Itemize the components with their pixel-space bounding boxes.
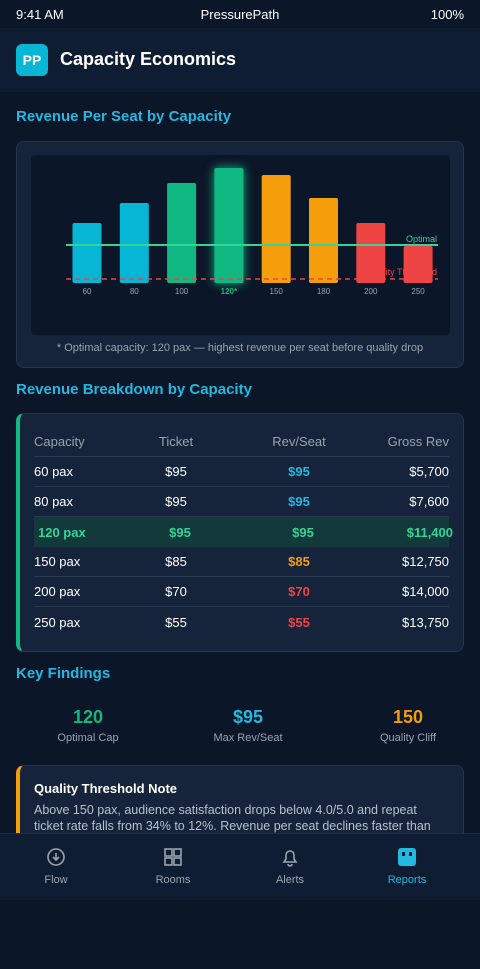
cell: 250 pax	[34, 614, 81, 630]
app-name: PressurePath	[200, 7, 280, 22]
cell: $55	[165, 614, 187, 630]
note-text: Above 150 pax, audience satisfaction dro…	[34, 803, 431, 833]
cell: $95	[288, 494, 310, 509]
chart: Quality Threshold 60 80 100 120* 150 180 200 250…	[31, 155, 450, 335]
stat: 150 Quality Cliff	[328, 707, 480, 744]
x-tick-label: 250	[411, 287, 425, 296]
cell: $95	[165, 494, 187, 509]
nav-label: Rooms	[155, 874, 191, 886]
nav-icon	[282, 850, 298, 867]
nav-label: Reports	[387, 874, 427, 886]
table-title: Revenue Breakdown by Capacity	[16, 381, 252, 398]
nav-label: Flow	[44, 874, 68, 886]
status-bar: 9:41 AM PressurePath 100%	[0, 0, 480, 28]
x-tick-label: 80	[130, 287, 139, 296]
cell: $95	[292, 524, 314, 540]
x-tick-label: 200	[364, 287, 378, 296]
stat-label: Quality Cliff	[379, 732, 437, 744]
bottom-nav: Flow Rooms Alerts Reports	[0, 833, 480, 900]
stat: 120 Optimal Cap	[8, 707, 168, 744]
column-header: Ticket	[158, 434, 194, 449]
column-header: Rev/Seat	[272, 434, 326, 449]
table-row: 200 pax $70 $70 $14,000	[34, 577, 449, 607]
bar	[119, 203, 149, 283]
table-row: 250 pax $55 $55 $13,750	[34, 607, 449, 637]
cell: 200 pax	[34, 584, 81, 599]
cell: $70	[165, 584, 187, 599]
cell: 60 pax	[34, 464, 74, 479]
cell: $14,000	[402, 584, 449, 599]
nav-item[interactable]: Rooms	[115, 834, 231, 901]
stat-value: 150	[392, 707, 424, 727]
cell: $85	[288, 554, 310, 569]
cell: 80 pax	[34, 494, 74, 509]
stat-value: 120	[72, 707, 104, 727]
cell: $11,400	[406, 524, 453, 540]
chart-title: Revenue Per Seat by Capacity	[16, 108, 232, 125]
table-row: 150 pax $85 $85 $12,750	[34, 547, 449, 577]
cell: $55	[288, 614, 310, 630]
time: 9:41 AM	[16, 7, 64, 22]
chart-card: Quality Threshold 60 80 100 120* 150 180 200 250…	[16, 141, 464, 368]
stat-label: Optimal Cap	[57, 732, 119, 744]
nav-icon	[398, 848, 416, 866]
nav-item[interactable]: Flow	[0, 834, 114, 901]
cell: $13,750	[402, 614, 449, 630]
table-row: 60 pax $95 $95 $5,700	[34, 457, 449, 487]
battery: 100%	[430, 7, 464, 22]
x-tick-label: 120*	[221, 287, 238, 296]
cell: $12,750	[402, 554, 449, 569]
stat-label: Max Rev/Seat	[213, 732, 283, 744]
ref-label: Optimal	[406, 234, 437, 244]
cell: $95	[288, 464, 310, 479]
header: PP Capacity Economics	[0, 28, 480, 92]
nav-label: Alerts	[275, 874, 305, 886]
nav-item[interactable]: Reports	[349, 834, 465, 901]
column-header: Gross Rev	[387, 434, 449, 449]
ref-label: Quality Threshold	[367, 267, 437, 277]
bar	[309, 198, 338, 283]
findings-title: Key Findings	[16, 665, 111, 682]
bar	[356, 223, 386, 283]
x-tick-label: 180	[317, 287, 331, 296]
table-row: 80 pax $95 $95 $7,600	[34, 487, 449, 517]
cell: $95	[165, 464, 187, 479]
cell: 120 pax	[38, 524, 86, 540]
page-title: Capacity Economics	[60, 49, 237, 69]
x-tick-label: 150	[270, 287, 284, 296]
nav-item[interactable]: Alerts	[232, 834, 348, 901]
cell: 150 pax	[34, 554, 81, 569]
bar	[403, 246, 433, 283]
table-header: Capacity Ticket Rev/Seat Gross Rev	[34, 427, 449, 457]
bar	[214, 168, 244, 283]
logo: PP	[16, 44, 48, 76]
bar	[72, 223, 102, 283]
cell: $5,700	[409, 464, 449, 479]
cell: $95	[169, 524, 191, 540]
nav-icon	[47, 848, 65, 866]
cell: $85	[165, 554, 187, 569]
bar	[167, 183, 197, 283]
x-tick-label: 100	[175, 287, 189, 296]
x-tick-label: 60	[83, 287, 92, 296]
nav-icon	[164, 848, 182, 866]
stat: $95 Max Rev/Seat	[168, 707, 328, 744]
cell: $70	[288, 584, 310, 599]
stat-value: $95	[232, 707, 264, 727]
column-header: Capacity	[34, 434, 85, 449]
bar	[261, 175, 291, 283]
table-row: 120 pax $95 $95 $11,400	[34, 517, 453, 547]
chart-note: * Optimal capacity: 120 pax — highest re…	[56, 342, 424, 354]
cell: $7,600	[409, 494, 449, 509]
note-title: Quality Threshold Note	[34, 781, 178, 796]
